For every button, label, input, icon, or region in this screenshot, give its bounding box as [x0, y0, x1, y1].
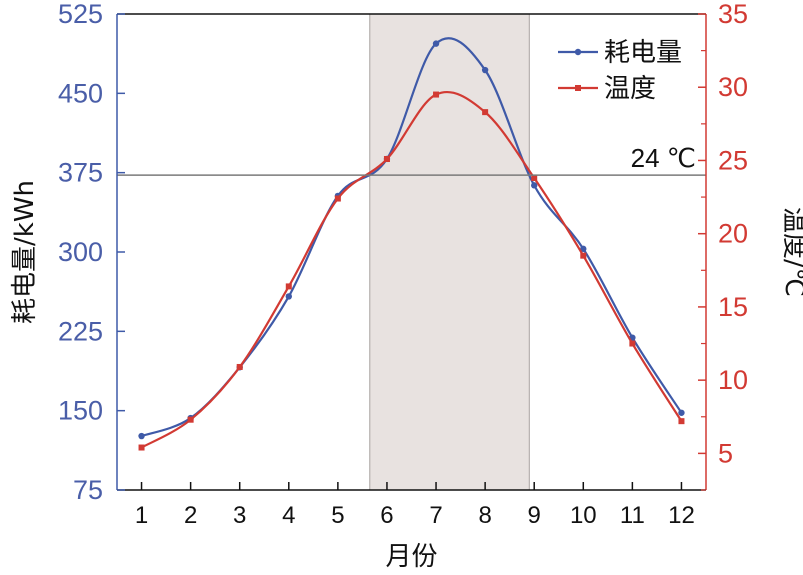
- data-point-s2-2: [187, 416, 194, 423]
- data-point-s2-11: [629, 340, 636, 347]
- data-point-s2-5: [334, 195, 341, 202]
- data-point-s1-1: [138, 432, 145, 440]
- x-tick-label: 8: [478, 502, 491, 529]
- data-point-s1-9: [531, 182, 538, 189]
- x-tick-label: 5: [331, 502, 344, 529]
- data-point-s2-10: [580, 252, 587, 259]
- x-tick-label: 7: [429, 502, 442, 529]
- y-tick-label-right: 15: [718, 292, 748, 322]
- data-point-s2-12: [678, 418, 685, 425]
- reference-line-label: 24 ℃: [631, 143, 696, 173]
- data-point-s1-7: [432, 40, 440, 47]
- y-tick-label-right: 35: [718, 0, 748, 29]
- x-tick-label: 3: [233, 502, 246, 529]
- x-axis-label: 月份: [385, 542, 437, 572]
- legend-label-1: 耗电量: [604, 38, 682, 68]
- x-tick-label: 6: [380, 502, 393, 529]
- y-tick-label-left: 75: [73, 475, 103, 505]
- y-tick-label-left: 450: [58, 78, 103, 108]
- legend-marker-2: [575, 85, 581, 91]
- y-tick-label-right: 10: [718, 365, 748, 395]
- data-point-s2-6: [383, 155, 390, 162]
- x-tick-label: 2: [184, 502, 197, 529]
- y-tick-label-left: 375: [58, 158, 103, 188]
- legend-label-2: 温度: [604, 74, 656, 104]
- data-point-s2-8: [482, 109, 489, 116]
- x-tick-label: 11: [620, 502, 645, 529]
- shaded-region: [369, 13, 530, 491]
- y-tick-label-right: 20: [718, 219, 748, 249]
- data-point-s2-4: [285, 283, 292, 290]
- y-tick-label-right: 5: [718, 438, 733, 468]
- x-tick-label: 1: [135, 502, 148, 529]
- y-tick-label-left: 150: [58, 396, 103, 426]
- y-tick-label-left: 525: [58, 0, 103, 29]
- y-axis-label-left: 耗电量/kWh: [10, 180, 40, 324]
- data-point-s2-7: [433, 91, 440, 98]
- data-point-s2-1: [138, 444, 145, 451]
- data-point-s1-12: [678, 409, 685, 416]
- x-tick-label: 4: [282, 502, 295, 529]
- data-point-s1-4: [285, 293, 292, 300]
- x-tick-label: 10: [570, 502, 597, 529]
- y-tick-label-left: 300: [58, 237, 103, 267]
- y-tick-label-right: 30: [718, 72, 748, 102]
- legend-marker-1: [574, 48, 582, 56]
- y-axis-label-right: 温度/℃: [779, 207, 803, 297]
- series-lines: [138, 37, 685, 451]
- x-tick-label: 9: [528, 502, 541, 529]
- data-point-s2-3: [236, 363, 243, 370]
- data-point-s2-9: [531, 175, 538, 182]
- y-tick-label-left: 225: [58, 316, 103, 346]
- y-tick-label-right: 25: [718, 145, 748, 175]
- data-point-s1-10: [580, 245, 587, 253]
- data-point-s1-8: [481, 66, 489, 74]
- x-tick-label: 12: [668, 502, 695, 529]
